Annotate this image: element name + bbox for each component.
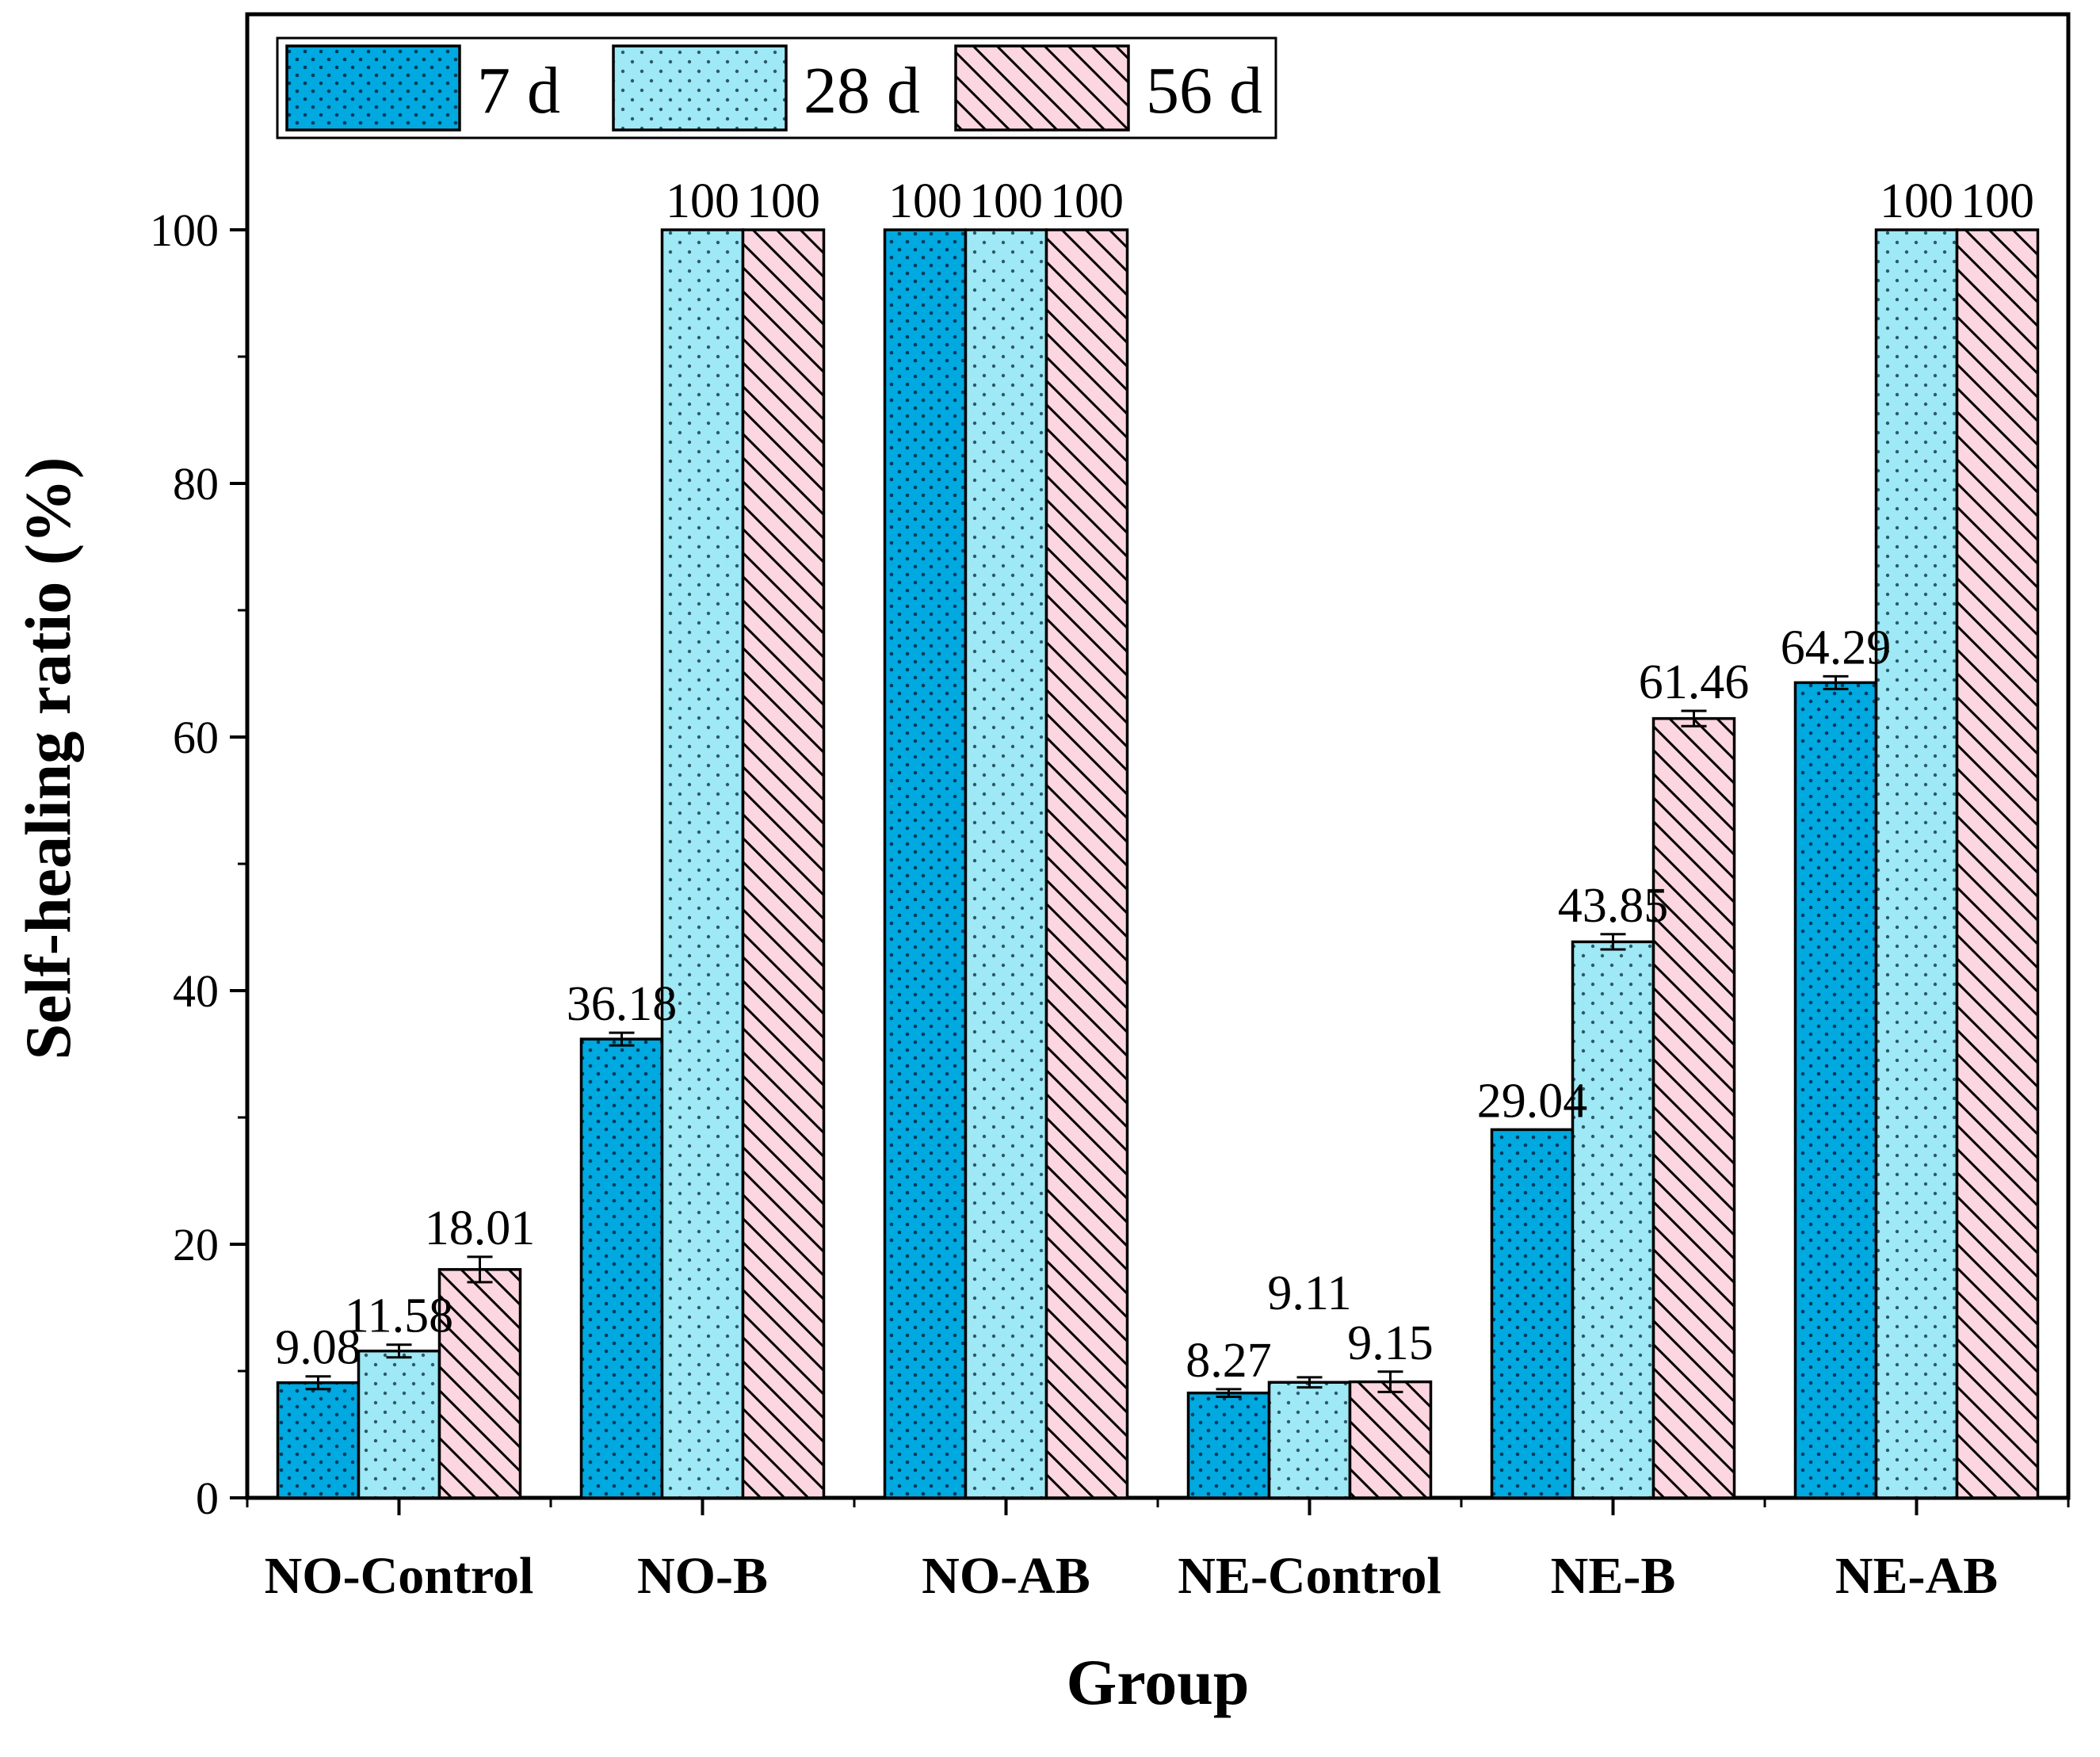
bar-label: 100 (969, 174, 1043, 228)
bar-label: 61.46 (1639, 655, 1750, 709)
x-tick-label: NO-Control (265, 1547, 534, 1605)
bar-no-ab-56d (1044, 228, 1129, 1499)
bar-ne-control-56d (1348, 1380, 1433, 1499)
x-tick-label: NE-B (1551, 1547, 1676, 1605)
bar-no-control-7d (276, 1381, 361, 1499)
bar-label: 100 (1961, 174, 2034, 228)
legend-item: 7 d (285, 44, 560, 132)
error-bar (1216, 1388, 1242, 1398)
bar-no-b-28d (660, 228, 745, 1499)
bar-label: 29.04 (1477, 1074, 1588, 1128)
error-bar (1600, 933, 1626, 951)
error-bar (386, 1343, 412, 1359)
legend-swatch (954, 44, 1130, 132)
legend-label: 7 d (477, 54, 560, 128)
bar-label: 64.29 (1781, 621, 1892, 674)
error-bar (1296, 1376, 1323, 1389)
bar-no-ab-7d (883, 228, 968, 1499)
bar-ne-ab-7d (1793, 681, 1878, 1499)
x-axis-title: Group (1067, 1646, 1250, 1718)
bar-label: 100 (666, 174, 739, 228)
bar-ne-control-28d (1267, 1381, 1352, 1499)
y-tick-label: 100 (150, 204, 219, 256)
error-bar (609, 1031, 635, 1047)
y-tick-label: 20 (173, 1219, 219, 1270)
bars-layer (276, 228, 2040, 1499)
y-tick-label: 60 (173, 712, 219, 763)
y-tick-label: 80 (173, 458, 219, 510)
bar-label: 9.11 (1267, 1266, 1351, 1320)
error-bar (1681, 709, 1707, 728)
x-tick-label: NE-AB (1835, 1547, 1998, 1605)
bar-label: 43.85 (1558, 879, 1669, 933)
y-axis: 0 20 40 60 80 100 (150, 204, 247, 1524)
bar-label: 8.27 (1186, 1334, 1272, 1388)
legend-label: 56 d (1146, 54, 1262, 128)
bar-label: 9.08 (275, 1321, 361, 1375)
legend-swatch (285, 44, 461, 132)
bar-label: 100 (1050, 174, 1124, 228)
error-bar (1377, 1370, 1403, 1393)
legend-label: 28 d (804, 54, 920, 128)
y-axis-title: Self-healing ratio (%) (12, 457, 84, 1060)
x-tick-label: NE-Control (1178, 1547, 1441, 1605)
bar-ne-b-28d (1571, 940, 1655, 1499)
error-bar (305, 1375, 331, 1391)
error-bar (467, 1255, 493, 1284)
bar-no-ab-28d (964, 228, 1048, 1499)
bar-label: 100 (746, 174, 820, 228)
bar-label: 9.15 (1347, 1316, 1434, 1370)
legend-item: 28 d (612, 44, 920, 132)
bar-no-control-28d (357, 1349, 441, 1499)
x-axis: NO-Control NO-B NO-AB NE-Control NE-B NE-AB (246, 1498, 2070, 1605)
legend: 7 d 28 d 56 d (276, 36, 1277, 139)
bar-label: 11.58 (345, 1289, 453, 1343)
bar-ne-control-7d (1186, 1391, 1271, 1499)
x-tick-label: NO-B (637, 1547, 768, 1605)
y-tick-label: 0 (196, 1472, 219, 1524)
bar-ne-ab-56d (1955, 228, 2040, 1499)
legend-item: 56 d (954, 44, 1262, 132)
bar-label: 100 (1880, 174, 1953, 228)
bar-no-b-7d (579, 1037, 664, 1499)
bar-label: 18.01 (425, 1201, 536, 1255)
bar-label: 100 (888, 174, 962, 228)
bar-no-b-56d (741, 228, 826, 1499)
y-tick-label: 40 (173, 965, 219, 1017)
bar-ne-b-56d (1651, 716, 1736, 1499)
error-bar (1823, 674, 1849, 690)
bar-label: 36.18 (567, 977, 678, 1031)
bar-ne-ab-28d (1874, 228, 1959, 1499)
bar-ne-b-7d (1490, 1128, 1575, 1499)
legend-swatch (612, 44, 788, 132)
x-tick-label: NO-AB (922, 1547, 1090, 1605)
error-bars-layer (305, 674, 1849, 1398)
